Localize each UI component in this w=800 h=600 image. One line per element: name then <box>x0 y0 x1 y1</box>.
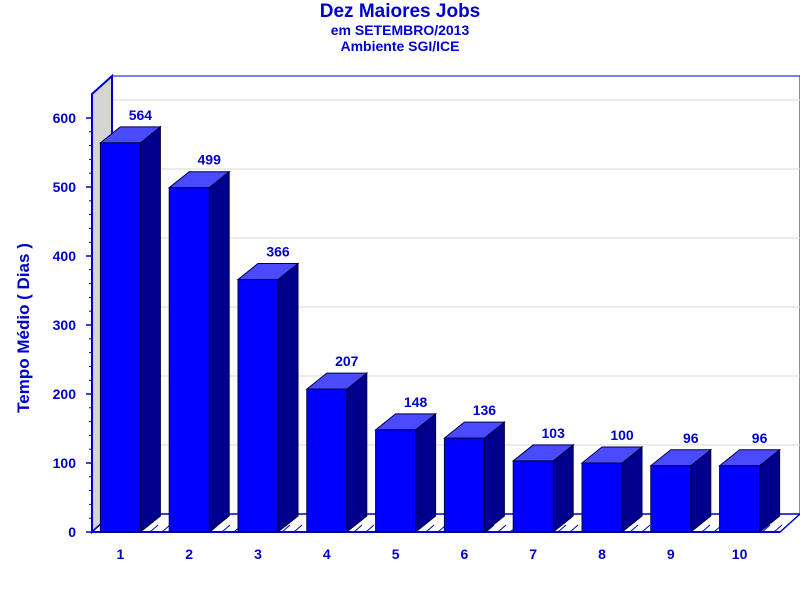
y-axis-title: Tempo Médio ( Dias ) <box>14 243 33 413</box>
chart-title: Dez Maiores Jobs <box>319 1 481 22</box>
bar-side <box>208 170 230 534</box>
x-tick-label: 3 <box>254 546 262 562</box>
bar-value-label: 96 <box>683 430 699 446</box>
y-tick-label: 400 <box>53 248 77 264</box>
floor-hatch <box>761 524 771 533</box>
y-tick-label: 300 <box>53 317 77 333</box>
bar <box>375 429 417 533</box>
floor-hatch <box>281 524 291 533</box>
y-tick-label: 500 <box>53 179 77 195</box>
bar <box>719 465 761 533</box>
y-tick-label: 600 <box>53 110 77 126</box>
bar-side <box>277 262 299 534</box>
y-tick-label: 100 <box>53 455 77 471</box>
bar-side <box>483 421 505 534</box>
floor-hatch <box>629 524 639 533</box>
x-tick-label: 9 <box>667 546 675 562</box>
bar-side <box>415 412 437 534</box>
chart-subtitle-line-1: em SETEMBRO/2013 <box>330 22 470 38</box>
floor-hatch <box>773 524 783 533</box>
bar-value-label: 103 <box>542 425 566 441</box>
floor-hatch <box>569 524 579 533</box>
bar-value-label: 564 <box>129 107 153 123</box>
chart-subtitle-line-2: Ambiente SGI/ICE <box>340 38 460 54</box>
x-tick-label: 2 <box>185 546 193 562</box>
bar <box>650 465 692 533</box>
y-tick-label: 200 <box>53 386 77 402</box>
bar-value-label: 499 <box>198 152 222 168</box>
floor-hatch <box>641 524 651 533</box>
bar-side <box>346 372 368 534</box>
bar-value-label: 366 <box>266 243 290 259</box>
bar <box>306 388 348 533</box>
bar <box>168 187 210 533</box>
bar-value-label: 100 <box>610 427 634 443</box>
x-tick-label: 6 <box>461 546 469 562</box>
floor-hatch <box>353 524 363 533</box>
bar <box>581 462 623 533</box>
floor-hatch <box>221 524 231 533</box>
floor-hatch <box>425 524 435 533</box>
bar-value-label: 207 <box>335 353 359 369</box>
bar-value-label: 96 <box>752 430 768 446</box>
floor-hatch <box>365 524 375 533</box>
bar-value-label: 136 <box>473 402 497 418</box>
x-tick-label: 10 <box>732 546 748 562</box>
floor-hatch <box>485 524 495 533</box>
y-tick-label: 0 <box>68 524 76 540</box>
bar-side <box>139 125 161 534</box>
bar <box>443 437 485 533</box>
x-tick-label: 8 <box>598 546 606 562</box>
x-tick-label: 5 <box>392 546 400 562</box>
floor-hatch <box>557 524 567 533</box>
bar <box>237 278 279 533</box>
floor-hatch <box>497 524 507 533</box>
floor-hatch <box>701 524 711 533</box>
bar <box>512 460 554 533</box>
bar-value-label: 148 <box>404 394 428 410</box>
chart-title-block: Dez Maiores Jobs em SETEMBRO/2013 Ambien… <box>0 1 800 55</box>
x-tick-label: 1 <box>117 546 125 562</box>
floor-hatch <box>293 524 303 533</box>
floor-hatch <box>149 524 159 533</box>
x-tick-label: 4 <box>323 546 331 562</box>
x-tick-label: 7 <box>529 546 537 562</box>
bar <box>99 142 141 533</box>
floor-hatch <box>161 524 171 533</box>
